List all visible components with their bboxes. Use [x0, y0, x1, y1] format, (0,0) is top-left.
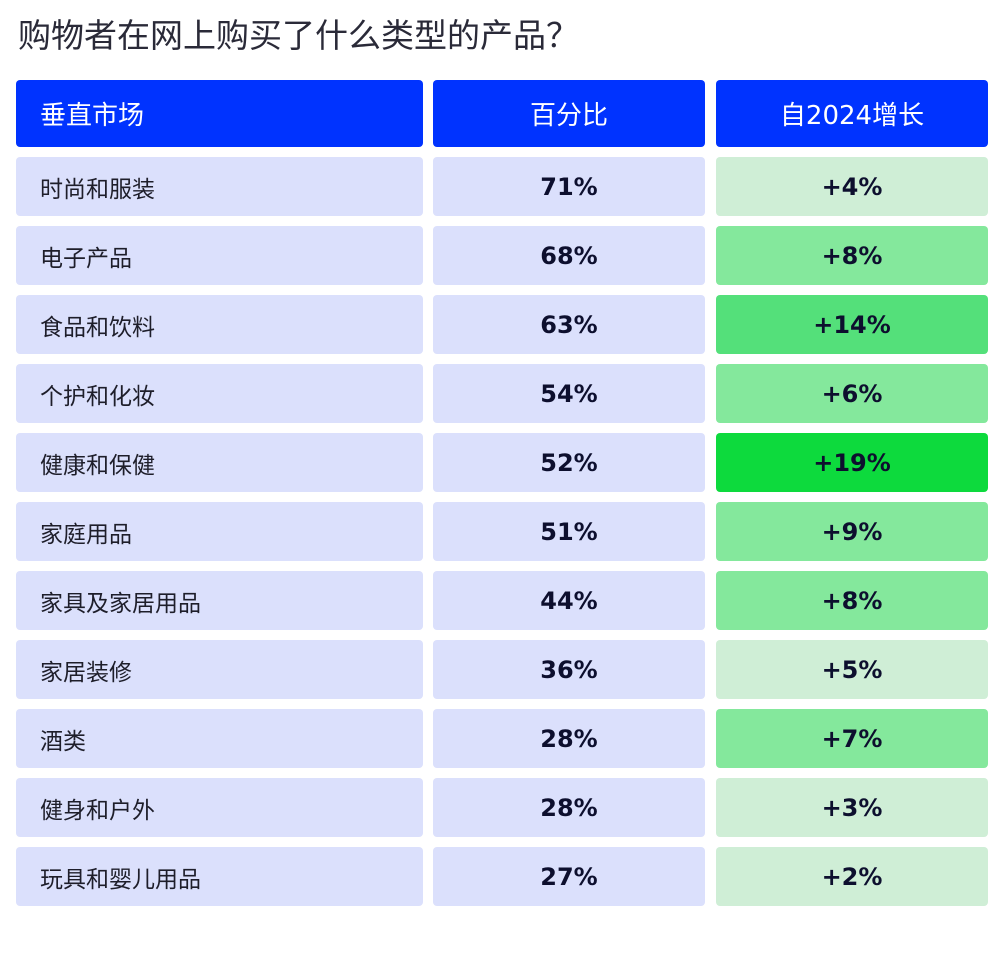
category-cell: 食品和饮料: [16, 295, 423, 354]
category-cell: 健康和保健: [16, 433, 423, 492]
percent-cell: 68%: [433, 226, 705, 285]
table-body: 时尚和服装 71% +4% 电子产品 68% +8% 食品和饮料 63% +14% 个护和化妆 54…: [16, 157, 988, 906]
table-row: 健身和户外 28% +3%: [16, 778, 988, 837]
data-table: 垂直市场 百分比 自2024增长 时尚和服装 71% +4% 电子产品 68% +8% 食品…: [16, 80, 988, 916]
table-row: 食品和饮料 63% +14%: [16, 295, 988, 354]
table-row: 个护和化妆 54% +6%: [16, 364, 988, 423]
category-cell: 玩具和婴儿用品: [16, 847, 423, 906]
category-cell: 家庭用品: [16, 502, 423, 561]
percent-cell: 54%: [433, 364, 705, 423]
growth-cell: +2%: [716, 847, 988, 906]
percent-cell: 28%: [433, 709, 705, 768]
growth-cell: +3%: [716, 778, 988, 837]
table-row: 玩具和婴儿用品 27% +2%: [16, 847, 988, 906]
growth-cell: +9%: [716, 502, 988, 561]
table-row: 健康和保健 52% +19%: [16, 433, 988, 492]
growth-cell: +5%: [716, 640, 988, 699]
category-cell: 电子产品: [16, 226, 423, 285]
table-row: 家庭用品 51% +9%: [16, 502, 988, 561]
growth-cell: +8%: [716, 226, 988, 285]
percent-cell: 44%: [433, 571, 705, 630]
table-row: 电子产品 68% +8%: [16, 226, 988, 285]
category-cell: 健身和户外: [16, 778, 423, 837]
percent-cell: 27%: [433, 847, 705, 906]
category-cell: 酒类: [16, 709, 423, 768]
growth-cell: +6%: [716, 364, 988, 423]
table-header-row: 垂直市场 百分比 自2024增长: [16, 80, 988, 147]
header-percent: 百分比: [433, 80, 705, 147]
percent-cell: 28%: [433, 778, 705, 837]
growth-cell: +8%: [716, 571, 988, 630]
category-cell: 个护和化妆: [16, 364, 423, 423]
growth-cell: +19%: [716, 433, 988, 492]
category-cell: 家居装修: [16, 640, 423, 699]
table-row: 酒类 28% +7%: [16, 709, 988, 768]
table-row: 家具及家居用品 44% +8%: [16, 571, 988, 630]
growth-cell: +7%: [716, 709, 988, 768]
percent-cell: 36%: [433, 640, 705, 699]
growth-cell: +14%: [716, 295, 988, 354]
table-row: 时尚和服装 71% +4%: [16, 157, 988, 216]
header-vertical-market: 垂直市场: [16, 80, 423, 147]
category-cell: 时尚和服装: [16, 157, 423, 216]
table-row: 家居装修 36% +5%: [16, 640, 988, 699]
header-growth: 自2024增长: [716, 80, 988, 147]
percent-cell: 71%: [433, 157, 705, 216]
percent-cell: 51%: [433, 502, 705, 561]
percent-cell: 63%: [433, 295, 705, 354]
category-cell: 家具及家居用品: [16, 571, 423, 630]
growth-cell: +4%: [716, 157, 988, 216]
page-title: 购物者在网上购买了什么类型的产品？: [18, 16, 579, 55]
percent-cell: 52%: [433, 433, 705, 492]
